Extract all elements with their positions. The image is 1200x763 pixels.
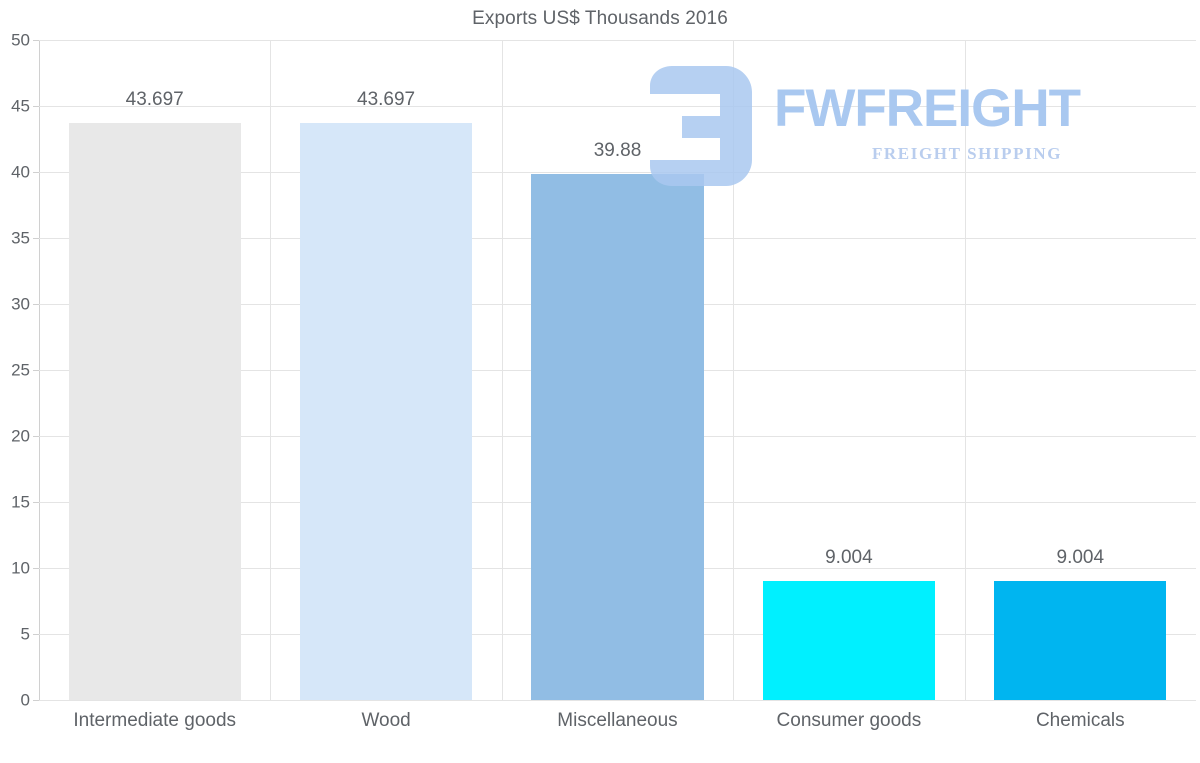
bar-value-label: 9.004	[825, 547, 873, 569]
gridline-horizontal	[39, 106, 1196, 107]
y-axis-tick-mark	[33, 436, 39, 437]
chart-title: Exports US$ Thousands 2016	[472, 8, 728, 29]
bar[interactable]	[531, 173, 704, 700]
gridline-horizontal	[39, 40, 1196, 41]
y-axis-tick-mark	[33, 634, 39, 635]
y-axis-tick-label: 0	[20, 690, 30, 710]
y-axis-tick-label: 5	[20, 624, 30, 644]
y-axis-tick-label: 15	[11, 492, 30, 512]
bar[interactable]	[762, 581, 936, 700]
y-axis-tick-label: 50	[11, 30, 30, 50]
bar[interactable]	[68, 123, 241, 700]
bar[interactable]	[299, 123, 473, 700]
x-axis-category-label: Miscellaneous	[557, 710, 678, 731]
gridline-vertical	[502, 40, 503, 700]
bar[interactable]	[994, 581, 1167, 700]
y-axis-tick-label: 40	[11, 162, 30, 182]
bar-value-label: 43.697	[357, 89, 416, 111]
bar-value-label: 43.697	[125, 89, 184, 111]
gridline-horizontal	[39, 172, 1196, 173]
y-axis-tick-label: 30	[11, 294, 30, 314]
y-axis-tick-label: 25	[11, 360, 30, 380]
x-axis-category-label: Wood	[361, 710, 411, 731]
y-axis-tick-label: 10	[11, 558, 30, 578]
y-axis-tick-label: 35	[11, 228, 30, 248]
y-axis-tick-mark	[33, 700, 39, 701]
gridline-vertical	[270, 40, 271, 700]
y-axis-tick-label: 20	[11, 426, 30, 446]
y-axis-tick-mark	[33, 568, 39, 569]
x-axis-category-label: Chemicals	[1035, 710, 1125, 731]
y-axis-tick-label: 45	[11, 96, 30, 116]
bar-value-label: 39.88	[593, 139, 642, 161]
y-axis-tick-mark	[33, 304, 39, 305]
y-axis-tick-mark	[33, 172, 39, 173]
x-axis-category-label: Intermediate goods	[73, 710, 237, 731]
bar-value-label: 9.004	[1056, 547, 1105, 569]
gridline-vertical	[965, 40, 966, 700]
gridline-horizontal	[39, 700, 1196, 701]
y-axis-tick-mark	[33, 238, 39, 239]
y-axis-tick-mark	[33, 40, 39, 41]
x-axis-category-label: Consumer goods	[776, 710, 922, 731]
y-axis-tick-mark	[33, 106, 39, 107]
y-axis-tick-mark	[33, 502, 39, 503]
y-axis-tick-mark	[33, 370, 39, 371]
gridline-vertical	[733, 40, 734, 700]
